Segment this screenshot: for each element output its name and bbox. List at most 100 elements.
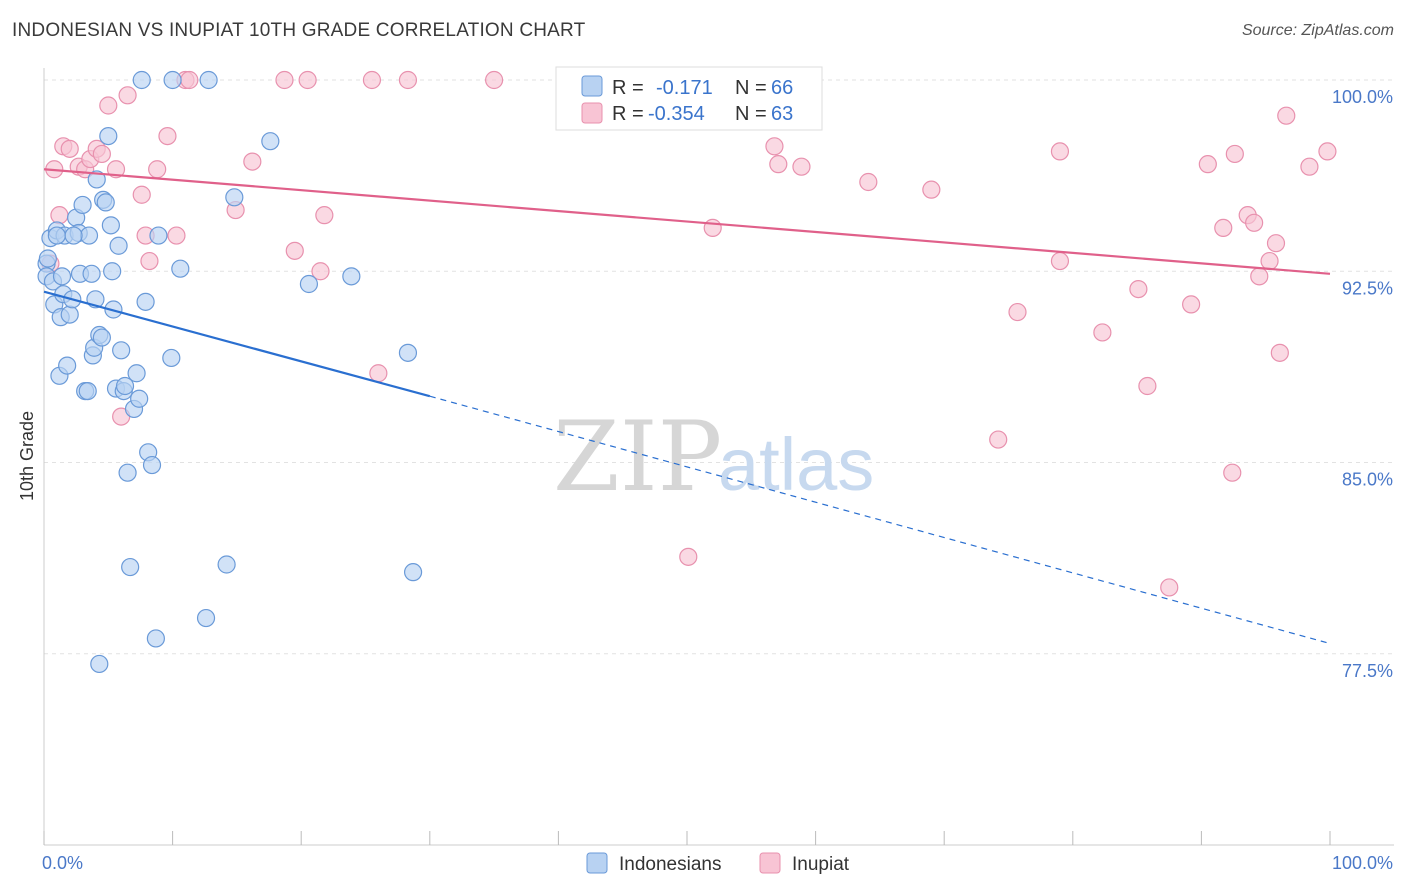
axes <box>43 68 1394 846</box>
indonesians-point <box>64 226 83 245</box>
inupiat-point <box>298 70 317 90</box>
n-label-1: N = <box>735 77 767 99</box>
inupiat-point <box>92 144 111 164</box>
y-tick-label: 85.0% <box>1342 470 1393 490</box>
r-value-2: -0.354 <box>648 103 705 125</box>
indonesians-point <box>99 127 118 146</box>
legend-inupiat-swatch <box>759 852 781 874</box>
inupiat-point <box>275 70 294 90</box>
inupiat-point <box>148 160 167 179</box>
indonesians-point <box>112 341 131 360</box>
inupiat-point <box>369 364 388 383</box>
chart-source: Source: ZipAtlas.com <box>1241 22 1394 39</box>
indonesians-point <box>96 193 115 212</box>
indonesians-point <box>299 274 319 294</box>
indonesians-point <box>79 226 99 245</box>
indonesians-point <box>130 389 149 408</box>
indonesians-point <box>342 267 361 286</box>
inupiat-point <box>485 70 504 90</box>
stats-legend: R = -0.171 N = 66 R = -0.354 N = 63 <box>555 66 823 131</box>
x-tick-label-min: 0.0% <box>42 853 83 873</box>
indonesians-point <box>225 188 244 207</box>
indonesians-point <box>136 292 155 311</box>
y-tick-labels: 77.5% 85.0% 92.5% 100.0% <box>1332 87 1393 681</box>
indonesians-point <box>132 70 151 90</box>
y-tick-label: 100.0% <box>1332 87 1393 107</box>
inupiat-point <box>1260 251 1279 271</box>
indonesians-point <box>101 216 120 235</box>
indonesians-point <box>87 170 106 189</box>
inupiat-point <box>140 251 159 271</box>
n-value-1: 66 <box>771 77 793 99</box>
watermark-atlas: atlas <box>718 423 874 506</box>
indonesians-point <box>121 557 140 577</box>
inupiat-point <box>1270 343 1289 362</box>
inupiat-point <box>1050 251 1070 271</box>
inupiat-point <box>285 241 304 260</box>
indonesians-point <box>261 132 280 151</box>
indonesians-point <box>217 555 236 574</box>
indonesians-point <box>149 226 168 245</box>
inupiat-point <box>1008 302 1027 322</box>
indonesians-point <box>52 267 72 286</box>
inupiat-point <box>1300 157 1319 176</box>
indonesians-point <box>142 455 162 475</box>
indonesians-point <box>162 348 181 368</box>
inupiat-point <box>158 127 177 146</box>
inupiat-point <box>1182 295 1201 314</box>
indonesians-point <box>118 463 137 482</box>
inupiat-point <box>1050 142 1070 161</box>
inupiat-point <box>859 172 878 192</box>
indonesians-point <box>90 654 109 674</box>
inupiat-point <box>1266 234 1286 253</box>
r-value-1: -0.171 <box>656 77 713 99</box>
indonesians-point <box>199 70 218 90</box>
inupiat-point <box>1198 155 1217 174</box>
inupiat-point <box>311 262 330 281</box>
inupiat-point <box>60 139 79 158</box>
inupiat-point <box>99 96 118 115</box>
inupiat-point <box>922 180 941 199</box>
inupiat-point <box>1160 578 1179 597</box>
inupiat-point <box>1129 280 1148 299</box>
inupiat-point <box>989 430 1008 449</box>
inupiat-point <box>679 547 698 566</box>
inupiat-point <box>1223 463 1242 482</box>
indonesians-point <box>146 629 165 648</box>
inupiat-point <box>106 160 126 179</box>
indonesians-point <box>109 236 128 255</box>
inupiat-point <box>180 70 199 90</box>
indonesians-point <box>92 328 111 347</box>
inupiat-point <box>1250 267 1269 286</box>
inupiat-point <box>398 70 418 90</box>
indonesians-point <box>398 343 418 362</box>
inupiat-swatch <box>581 102 603 124</box>
indonesians-point <box>115 376 135 396</box>
indonesians-point <box>196 608 216 628</box>
chart-title: INDONESIAN VS INUPIAT 10TH GRADE CORRELA… <box>12 20 586 41</box>
indonesians-point <box>58 356 77 375</box>
indonesians-point <box>171 259 190 278</box>
inupiat-point <box>1138 376 1157 396</box>
inupiat-point <box>765 137 784 156</box>
inupiat-point <box>1093 323 1112 342</box>
indonesians-point <box>47 226 66 245</box>
indonesians-trend-extension <box>429 395 1331 645</box>
inupiat-point <box>1318 142 1337 161</box>
indonesians-point <box>103 262 122 281</box>
watermark: ZIP atlas <box>553 401 874 513</box>
indonesians-point <box>403 563 423 582</box>
inupiat-point <box>50 206 69 225</box>
n-label-2: N = <box>735 103 767 125</box>
inupiat-point <box>315 206 334 225</box>
inupiat-point <box>1277 106 1296 125</box>
indonesians-point <box>60 305 79 324</box>
y-tick-label: 77.5% <box>1342 661 1393 681</box>
inupiat-point <box>1214 218 1233 237</box>
inupiat-point <box>167 226 186 245</box>
inupiat-point <box>243 152 262 171</box>
inupiat-points <box>41 70 1337 597</box>
indonesians-point <box>38 249 57 268</box>
legend-inupiat-label: Inupiat <box>792 854 850 875</box>
